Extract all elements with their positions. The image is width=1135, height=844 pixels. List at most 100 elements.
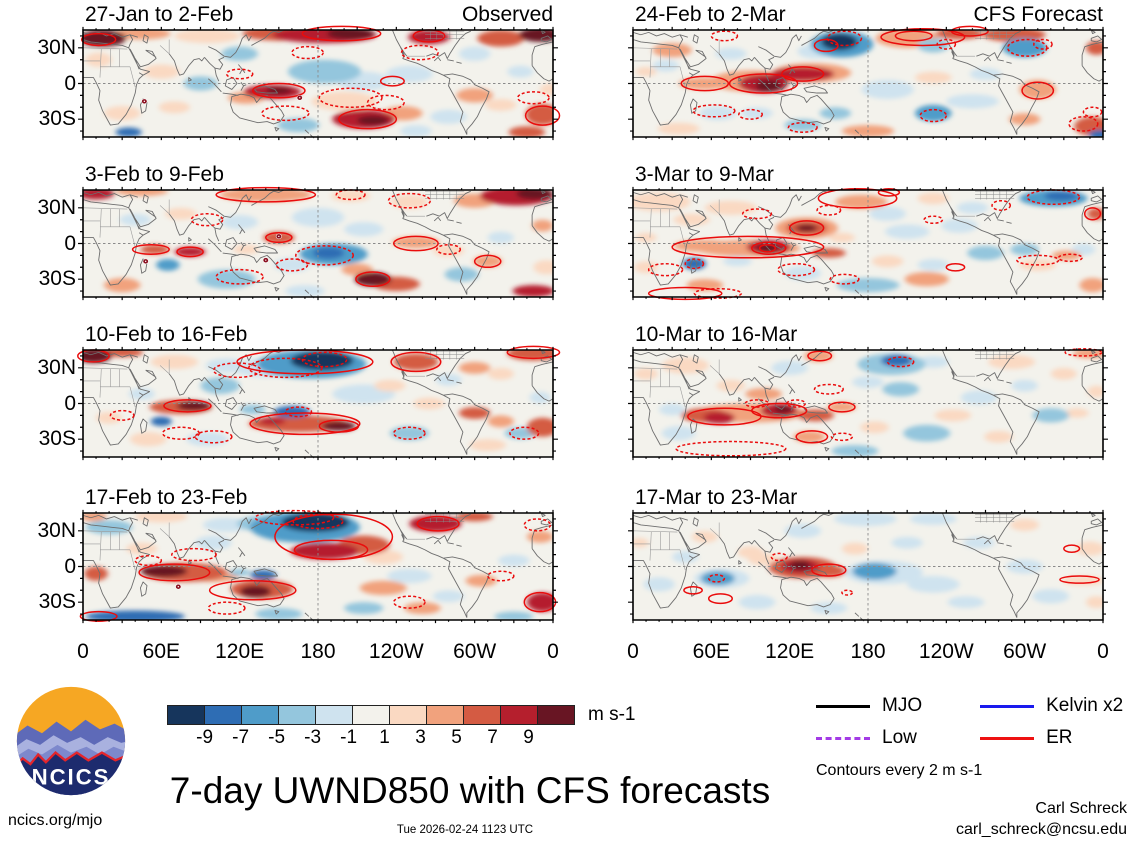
colorbar-tick: -1 — [340, 727, 358, 748]
wave-contour — [475, 255, 501, 267]
anomaly-blob — [250, 570, 277, 580]
equator-dateline-gridlines — [633, 190, 1103, 297]
wave-contour — [808, 351, 832, 361]
anomaly-blob — [771, 360, 808, 375]
equator-dateline-gridlines — [83, 30, 553, 137]
anomaly-blob — [84, 566, 108, 581]
wave-contour — [778, 264, 815, 276]
panel-title: 17-Feb to 23-Feb — [85, 486, 553, 510]
anomaly-blob — [526, 530, 553, 543]
wave-contour — [787, 400, 805, 407]
wave-contour — [391, 352, 441, 371]
anomaly-blob — [456, 88, 493, 103]
anomaly-blob — [984, 430, 1013, 443]
wave-contour — [888, 357, 914, 367]
anomaly-blob — [512, 285, 553, 297]
anomaly-blob — [103, 277, 141, 293]
wave-contour — [730, 74, 798, 93]
axis-ticks — [628, 346, 1108, 461]
anomaly-blob — [699, 106, 737, 121]
wave-contour — [881, 29, 965, 46]
wave-contour — [526, 106, 560, 125]
author-credit: Carl Schreck carl_schreck@ncsu.edu — [956, 798, 1127, 840]
site-url: ncics.org/mjo — [8, 812, 103, 829]
panel-border — [83, 190, 553, 297]
wave-contour — [177, 247, 203, 257]
wave-contour — [814, 384, 843, 394]
wave-contour — [649, 264, 683, 276]
wave-contour — [82, 34, 116, 46]
anomaly-blob — [871, 255, 904, 268]
anomaly-blob — [239, 585, 271, 598]
wave-contour — [992, 201, 1010, 211]
equator-dateline-gridlines — [633, 350, 1103, 457]
map-panel — [628, 509, 1108, 624]
wave-contour — [745, 400, 769, 407]
axis-ticks — [628, 509, 1108, 624]
anomaly-blob — [392, 236, 440, 249]
wave-contour — [255, 511, 333, 525]
wave-contour — [752, 242, 786, 254]
wave-contour — [139, 564, 210, 581]
wave-contour — [191, 214, 222, 226]
x-axis-label: 60E — [142, 640, 181, 663]
anomaly-blob — [327, 30, 375, 40]
wave-contour — [739, 110, 763, 120]
y-axis-label: 30S — [38, 427, 76, 451]
anomaly-blob — [186, 432, 228, 447]
panel-border — [633, 30, 1103, 137]
wave-contour — [1034, 40, 1052, 50]
anomaly-blob — [661, 426, 696, 441]
anomaly-blob — [385, 65, 433, 83]
contour-legend: MJO Low Kelvin x2 ER — [816, 694, 1123, 750]
wave-contour — [110, 411, 134, 421]
anomaly-blob — [634, 367, 658, 380]
wave-contour — [394, 236, 438, 250]
logo-text: NCICS — [32, 765, 111, 790]
anomaly-blob — [652, 59, 679, 72]
wave-contour — [829, 402, 855, 412]
figure-title: 7-day UWND850 with CFS forecasts — [169, 770, 771, 811]
wave-contour — [920, 110, 946, 122]
anomaly-blob — [1011, 379, 1038, 392]
wave-contour — [1022, 82, 1053, 99]
anomaly-blob — [771, 66, 835, 82]
wave-contour — [266, 233, 292, 243]
colorbar-cell — [168, 706, 205, 724]
anomaly-blob — [917, 192, 949, 205]
anomaly-blob — [115, 190, 168, 196]
wave-contour — [195, 431, 232, 443]
equator-dateline-gridlines — [83, 513, 553, 620]
panel-border — [83, 30, 553, 137]
x-axis-label: 60W — [453, 640, 497, 663]
wave-contour — [842, 590, 852, 595]
author-email: carl_schreck@ncsu.edu — [956, 821, 1127, 838]
y-axis-label: 30N — [37, 195, 76, 219]
colorbar-cell — [205, 706, 242, 724]
colorbar-tick: 9 — [523, 727, 534, 748]
anomaly-blob — [831, 445, 879, 457]
colorbar-cell — [538, 706, 574, 724]
anomaly-blob — [811, 565, 846, 578]
wave-contour — [249, 358, 322, 377]
wave-contour — [760, 245, 776, 252]
wave-contour — [1060, 576, 1099, 583]
colorbar-tick: -9 — [196, 727, 214, 748]
anomaly-blob — [459, 46, 491, 61]
anomaly-blob — [738, 595, 776, 610]
y-axis-label: 30S — [38, 107, 76, 131]
wave-contour — [293, 514, 343, 528]
anomaly-blob — [130, 432, 167, 447]
wave-contour — [946, 264, 964, 271]
anomaly-blob — [1052, 250, 1081, 261]
anomaly-blob — [83, 513, 107, 522]
anomaly-blob — [115, 127, 142, 137]
anomaly-blob — [221, 46, 258, 61]
wave-contour — [709, 575, 725, 582]
wave-contour — [381, 76, 405, 86]
wave-contour — [210, 581, 296, 600]
anomaly-blob — [903, 424, 951, 442]
anomaly-blob — [784, 523, 821, 538]
colorbar-cell — [427, 706, 464, 724]
panel-border — [83, 350, 553, 457]
